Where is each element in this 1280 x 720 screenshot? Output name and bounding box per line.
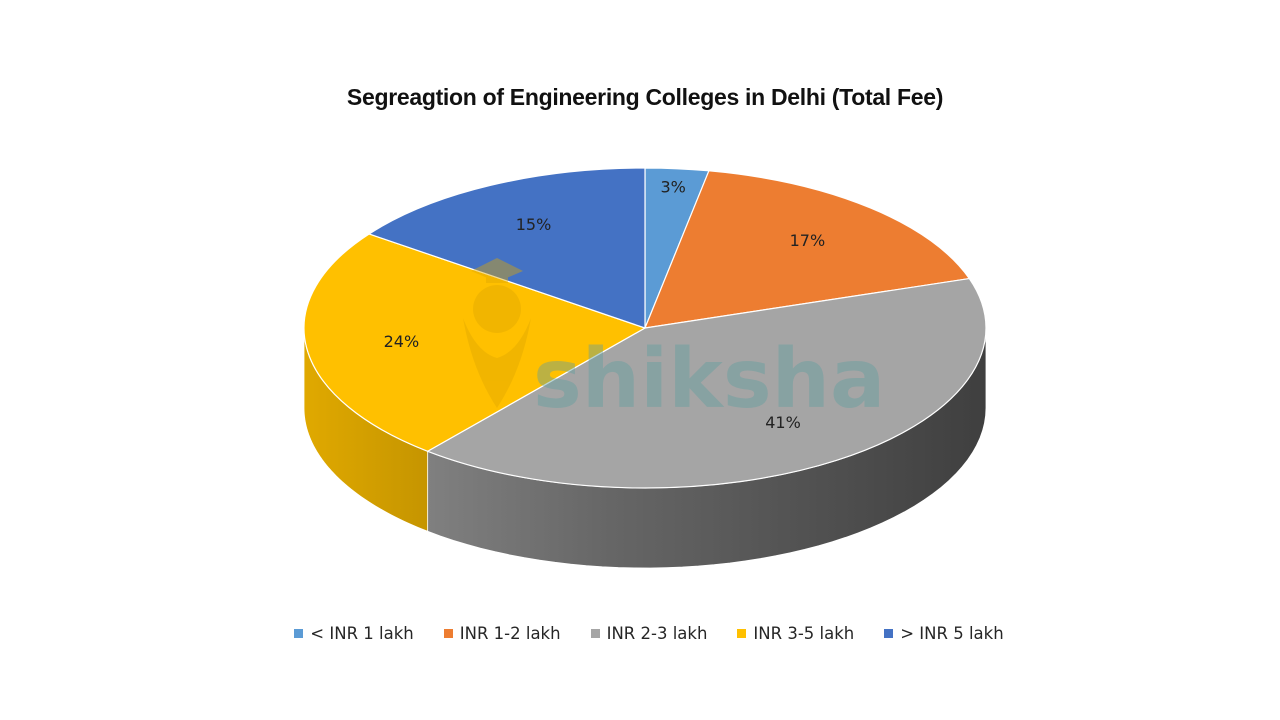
pie-slice-inr-2-3-lakh bbox=[427, 277, 987, 489]
legend-item-inr-2-3-lakh: INR 2-3 lakh bbox=[590, 624, 708, 643]
pie-labels: 3% 17% 41% 24% 15% bbox=[384, 177, 826, 431]
legend-swatch-inr-2-3-lakh bbox=[590, 629, 600, 638]
legend-label-inr-2-3-lakh: INR 2-3 lakh bbox=[606, 624, 708, 643]
legend-swatch-inr-5-lakh bbox=[884, 629, 894, 638]
chart-title: Segreagtion of Engineering Colleges in D… bbox=[346, 84, 944, 110]
legend-label-inr-5-lakh: > INR 5 lakh bbox=[900, 624, 1004, 643]
watermark-text: shiksha bbox=[533, 332, 885, 427]
legend-swatch-inr-1-2-lakh bbox=[443, 629, 453, 638]
watermark-logo-icon bbox=[463, 258, 531, 408]
pie-slice-inr-5-lakh bbox=[368, 167, 646, 329]
legend-swatch-inr-1-lakh bbox=[294, 629, 304, 638]
legend-label-inr-1-lakh: < INR 1 lakh bbox=[310, 624, 414, 643]
data-label-inr-1-lakh: 3% bbox=[661, 177, 686, 196]
data-label-inr-1-2-lakh: 17% bbox=[790, 231, 826, 250]
data-label-inr-2-3-lakh: 41% bbox=[765, 413, 801, 432]
legend-item-inr-3-5-lakh: INR 3-5 lakh bbox=[737, 624, 854, 643]
legend: < INR 1 lakh INR 1-2 lakh INR 2-3 lakh INR … bbox=[0, 624, 1280, 643]
data-label-inr-5-lakh: 15% bbox=[516, 215, 552, 234]
pie-top bbox=[303, 167, 987, 489]
legend-item-inr-1-2-lakh: INR 1-2 lakh bbox=[443, 624, 561, 643]
legend-label-inr-1-2-lakh: INR 1-2 lakh bbox=[459, 624, 561, 643]
watermark: shiksha bbox=[463, 258, 885, 427]
legend-swatch-inr-3-5-lakh bbox=[737, 629, 747, 638]
pie-slice-inr-1-2-lakh bbox=[644, 170, 970, 329]
legend-label-inr-3-5-lakh: INR 3-5 lakh bbox=[753, 624, 855, 643]
pie-slice-inr-3-5-lakh bbox=[303, 233, 646, 452]
legend-item-inr-5-lakh: > INR 5 lakh bbox=[884, 624, 1004, 643]
data-label-inr-3-5-lakh: 24% bbox=[384, 332, 420, 351]
legend-item-inr-1-lakh: < INR 1 lakh bbox=[294, 624, 414, 643]
